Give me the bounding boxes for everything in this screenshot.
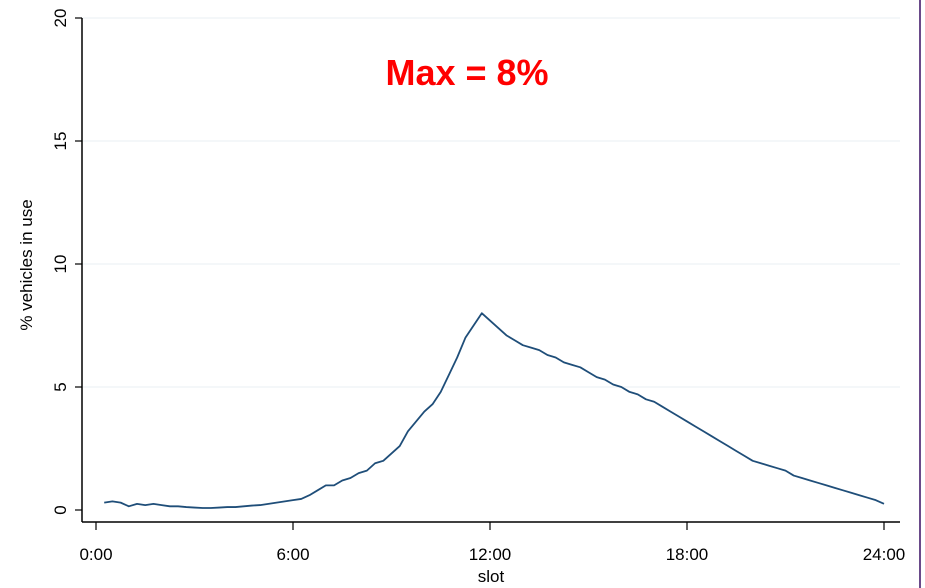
- series-group: [104, 312, 885, 509]
- y-tick-label: 20: [51, 9, 70, 28]
- y-axis-ticks: 0 5 10 15 20: [51, 9, 82, 515]
- gridlines: [82, 17, 900, 388]
- x-tick-label: 18:00: [666, 545, 709, 564]
- x-axis-title: slot: [478, 567, 505, 586]
- x-tick-label: 24:00: [863, 545, 906, 564]
- x-axis-ticks: 0:00 6:00 12:00 18:00 24:00: [79, 522, 905, 564]
- x-tick-label: 0:00: [79, 545, 112, 564]
- x-tick-label: 6:00: [276, 545, 309, 564]
- y-tick-label: 15: [51, 132, 70, 151]
- y-tick-label: 10: [51, 255, 70, 274]
- x-tick-label: 12:00: [469, 545, 512, 564]
- y-tick-label: 5: [51, 382, 70, 391]
- y-tick-label: 0: [51, 505, 70, 514]
- y-axis-title: % vehicles in use: [17, 199, 36, 330]
- series-line: [104, 312, 885, 509]
- max-annotation: Max = 8%: [385, 52, 548, 93]
